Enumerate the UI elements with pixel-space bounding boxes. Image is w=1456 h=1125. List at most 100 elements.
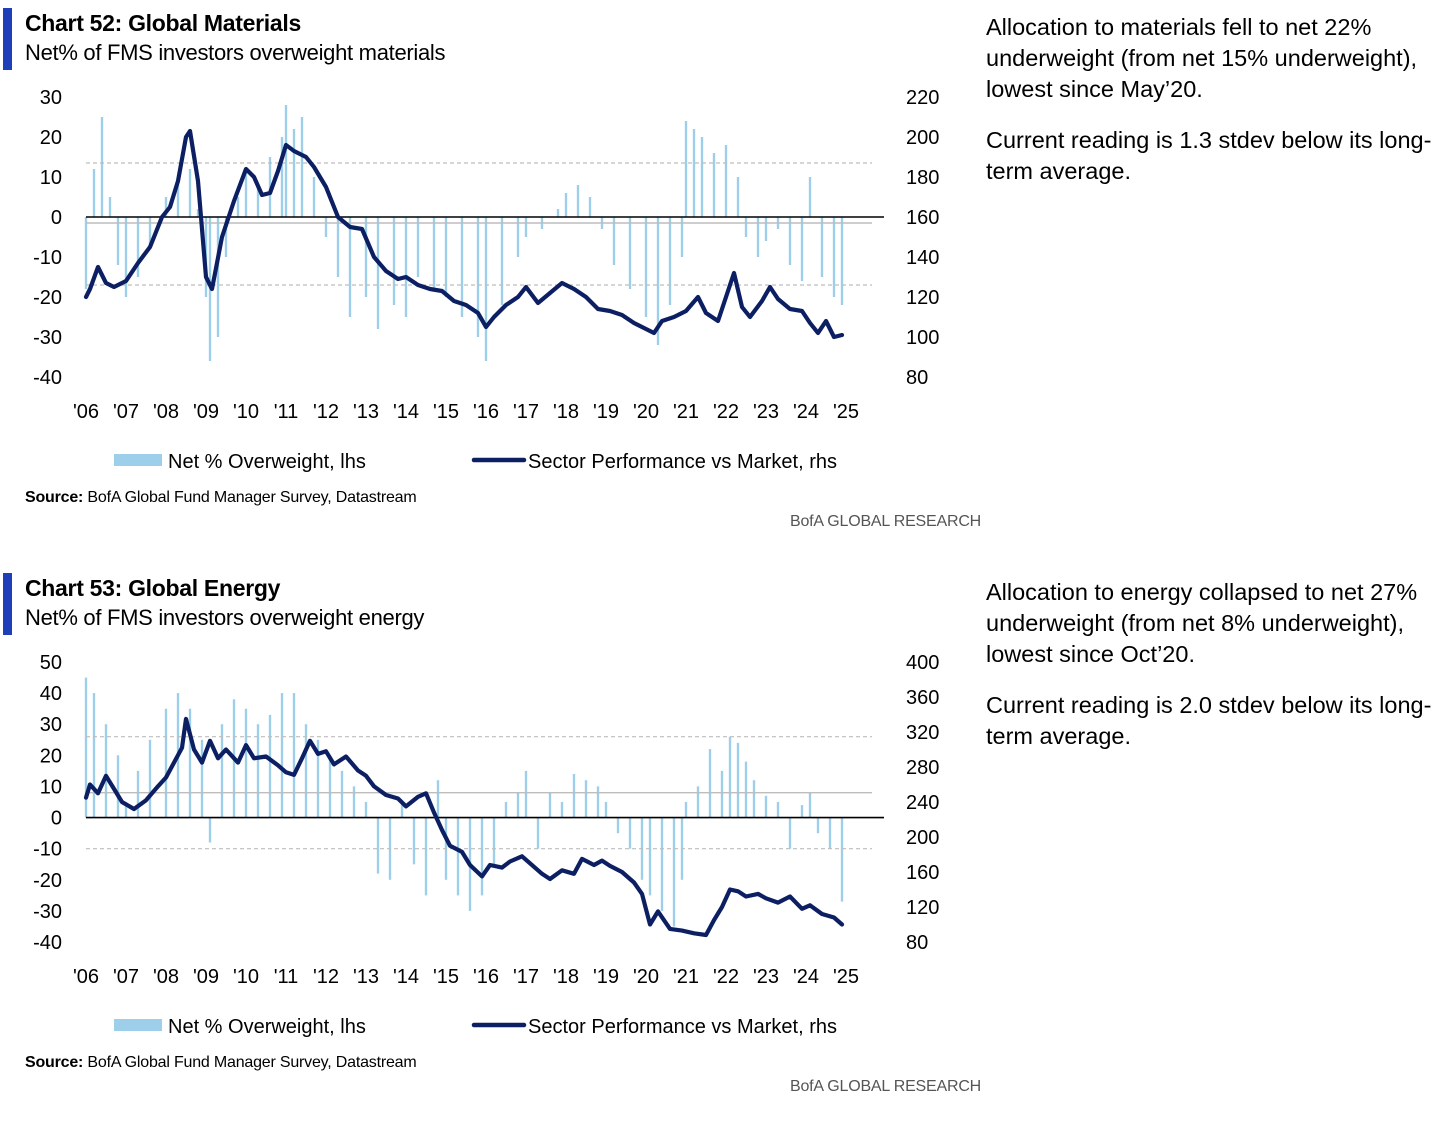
x-tick-label: '23 (753, 401, 779, 423)
y-right-tick-label: 80 (906, 932, 928, 954)
net-overweight-bar (300, 117, 304, 217)
net-overweight-bar (660, 817, 664, 911)
net-overweight-bar (668, 217, 672, 305)
net-overweight-bar (400, 802, 404, 818)
net-overweight-bar (604, 802, 608, 818)
y-right-tick-label: 320 (906, 722, 939, 744)
commentary: Allocation to materials fell to net 22% … (986, 12, 1446, 207)
y-left-tick-label: 20 (40, 127, 62, 149)
y-left-tick-label: 20 (40, 745, 62, 767)
net-overweight-bar (548, 792, 552, 818)
net-overweight-bar (712, 153, 716, 217)
net-overweight-bar (572, 774, 576, 818)
sector-performance-line (83, 716, 845, 938)
x-tick-label: '13 (353, 401, 379, 423)
commentary: Allocation to energy collapsed to net 27… (986, 577, 1446, 772)
x-tick-label: '11 (274, 966, 299, 988)
net-overweight-bar (124, 802, 128, 818)
net-overweight-bar (576, 185, 580, 217)
x-tick-label: '12 (313, 401, 339, 423)
net-overweight-bar (108, 197, 112, 217)
net-overweight-bar (328, 755, 332, 818)
x-tick-label: '11 (274, 401, 299, 423)
y-right-tick-label: 200 (906, 827, 939, 849)
y-left-tick-label: -30 (33, 901, 62, 923)
chart-title: Chart 52: Global Materials (25, 10, 301, 36)
net-overweight-bar (224, 217, 228, 257)
x-tick-label: '23 (753, 966, 779, 988)
y-left-tick-label: 30 (40, 714, 62, 736)
legend-line-label: Sector Performance vs Market, rhs (528, 1016, 837, 1038)
net-overweight-bar (208, 817, 212, 843)
net-overweight-bar (816, 817, 820, 834)
net-overweight-bar (412, 817, 416, 865)
net-overweight-bar (436, 780, 440, 818)
net-overweight-bar (100, 117, 104, 217)
net-overweight-bar (588, 197, 592, 217)
net-overweight-bar (348, 217, 352, 317)
source-note: Source: BofA Global Fund Manager Survey,… (25, 489, 417, 507)
x-tick-label: '21 (673, 966, 699, 988)
y-right-tick-label: 160 (906, 862, 939, 884)
net-overweight-bar (376, 217, 380, 329)
net-overweight-bar (200, 739, 204, 818)
net-overweight-bar (196, 209, 200, 217)
commentary-paragraph: Current reading is 1.3 stdev below its l… (986, 127, 1432, 184)
x-tick-label: '18 (553, 401, 579, 423)
x-tick-label: '14 (393, 966, 419, 988)
title-accent-bar (3, 573, 12, 635)
x-tick-label: '25 (833, 401, 859, 423)
net-overweight-bar (776, 802, 780, 818)
y-left-tick-label: 0 (51, 207, 62, 229)
net-overweight-bar (484, 217, 488, 361)
y-right-tick-label: 100 (906, 327, 939, 349)
net-overweight-bar (292, 693, 296, 818)
y-left-tick-label: 30 (40, 87, 62, 109)
net-overweight-bar (728, 736, 732, 818)
net-overweight-bar (808, 792, 812, 818)
x-tick-label: '16 (473, 401, 499, 423)
net-overweight-bar (404, 217, 408, 317)
net-overweight-bar (744, 761, 748, 818)
net-overweight-bar (392, 217, 396, 305)
net-overweight-bar (136, 770, 140, 818)
y-left-tick-label: 10 (40, 776, 62, 798)
net-overweight-bar (524, 217, 528, 237)
net-overweight-bar (536, 817, 540, 849)
y-right-tick-label: 180 (906, 167, 939, 189)
net-overweight-bar (148, 217, 152, 249)
x-tick-label: '19 (593, 401, 619, 423)
y-left-tick-label: -20 (33, 870, 62, 892)
net-overweight-bar (788, 817, 792, 849)
net-overweight-bar (104, 724, 108, 818)
net-overweight-bar (164, 708, 168, 818)
y-right-tick-label: 360 (906, 687, 939, 709)
net-overweight-bar (284, 105, 288, 217)
net-overweight-bar (244, 708, 248, 818)
y-left-tick-label: -30 (33, 327, 62, 349)
net-overweight-bar (312, 177, 316, 217)
net-overweight-bar (364, 802, 368, 818)
legend-bars-swatch (114, 1019, 162, 1031)
net-overweight-bar (316, 739, 320, 818)
x-tick-label: '10 (233, 401, 259, 423)
net-overweight-bar (352, 786, 356, 818)
y-right-tick-label: 240 (906, 792, 939, 814)
x-tick-label: '20 (633, 966, 659, 988)
sector-performance-line (83, 128, 845, 340)
source-note: Source: BofA Global Fund Manager Survey,… (25, 1054, 417, 1072)
net-overweight-bar (236, 197, 240, 217)
net-overweight-bar (244, 169, 248, 217)
x-tick-label: '07 (113, 966, 139, 988)
chart-panel-materials: Chart 52: Global Materials Net% of FMS i… (0, 0, 1456, 560)
net-overweight-bar (124, 217, 128, 297)
net-overweight-bar (116, 217, 120, 265)
net-overweight-bar (720, 770, 724, 818)
x-tick-label: '16 (473, 966, 499, 988)
y-left-tick-label: -20 (33, 287, 62, 309)
net-overweight-bar (820, 217, 824, 277)
source-text: BofA Global Fund Manager Survey, Datastr… (83, 1054, 417, 1071)
net-overweight-bar (764, 795, 768, 818)
y-left-tick-label: -10 (33, 247, 62, 269)
net-overweight-bar (256, 724, 260, 818)
